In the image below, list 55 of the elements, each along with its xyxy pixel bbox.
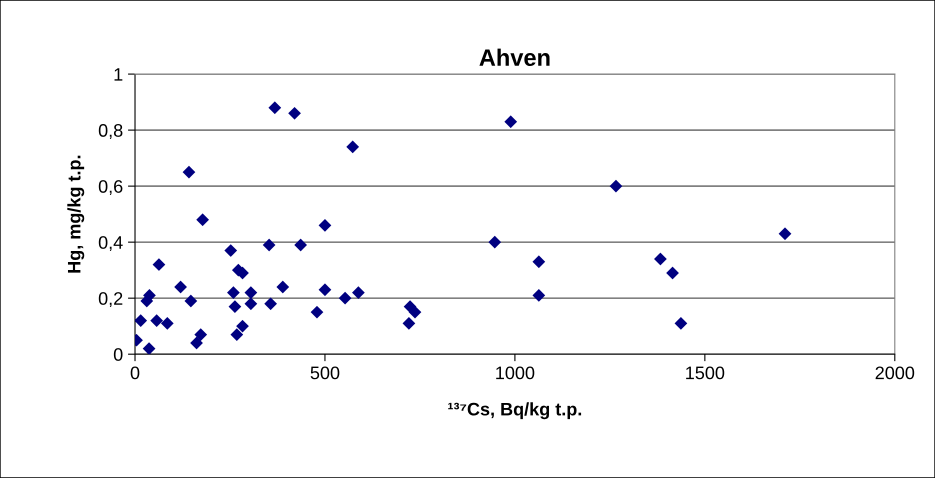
- point: [276, 280, 290, 294]
- y-tick-label: 1: [114, 68, 122, 81]
- y-tick-label: 0,6: [98, 180, 122, 195]
- point: [244, 286, 258, 299]
- y-tick-label: 0,2: [98, 292, 122, 308]
- x-tick-label: 0: [130, 366, 140, 380]
- point: [182, 166, 196, 178]
- point: [184, 294, 198, 308]
- x-axis-title: ¹³⁷Cs, Bq/kg t.p.: [448, 402, 582, 420]
- point: [230, 328, 244, 341]
- point: [338, 292, 352, 305]
- point: [346, 140, 360, 154]
- point: [318, 218, 332, 232]
- point: [666, 266, 679, 280]
- y-tick-label: 0: [114, 348, 123, 361]
- point: [244, 297, 258, 310]
- point: [288, 106, 301, 120]
- point: [236, 320, 249, 333]
- point: [262, 238, 276, 252]
- point: [504, 115, 518, 128]
- point: [264, 297, 277, 310]
- point: [142, 342, 156, 354]
- point: [152, 258, 166, 271]
- point: [190, 336, 203, 350]
- point: [674, 317, 688, 330]
- chart-title: Ahven: [479, 48, 550, 66]
- point: [174, 280, 187, 294]
- point: [294, 238, 308, 252]
- point: [310, 306, 324, 319]
- point: [135, 314, 148, 327]
- point: [196, 213, 209, 226]
- point: [228, 300, 242, 313]
- y-tick-label: 0,8: [98, 124, 122, 139]
- point: [224, 244, 238, 257]
- point: [778, 227, 792, 240]
- point: [532, 255, 546, 268]
- x-tick-label: 1500: [686, 366, 724, 380]
- point: [160, 317, 174, 330]
- point: [488, 236, 502, 249]
- point: [318, 283, 332, 296]
- point: [194, 328, 208, 341]
- point: [268, 101, 282, 114]
- point: [610, 180, 622, 192]
- point: [654, 252, 667, 266]
- point: [532, 289, 546, 302]
- point: [402, 317, 416, 330]
- point: [150, 314, 164, 327]
- y-axis-title: Hg, mg/kg t.p.: [67, 156, 84, 273]
- x-tick-label: 1000: [496, 366, 534, 380]
- x-tick-label: 500: [310, 366, 340, 380]
- x-tick-label: 2000: [876, 366, 914, 380]
- point: [227, 286, 240, 299]
- y-tick-label: 0,4: [98, 236, 123, 252]
- point: [408, 306, 422, 319]
- point: [352, 286, 365, 299]
